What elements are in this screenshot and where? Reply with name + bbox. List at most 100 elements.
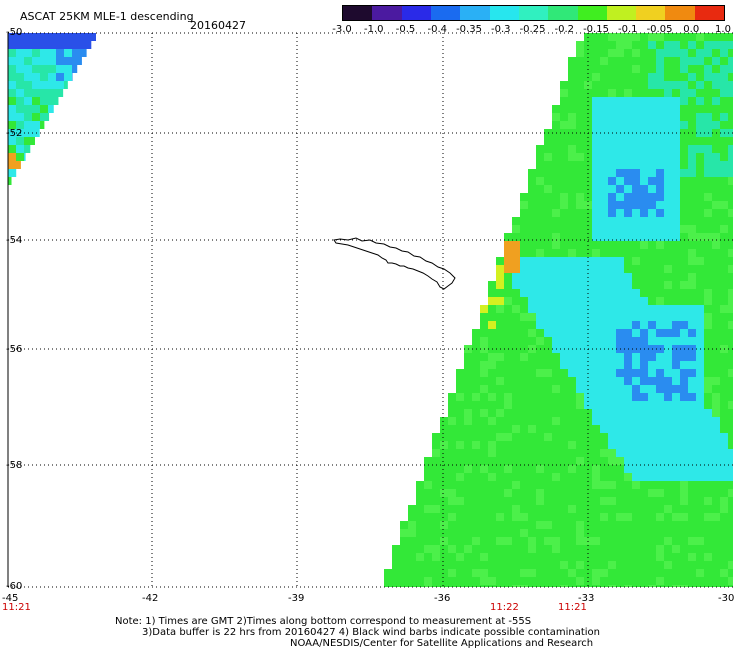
swath-cell [672, 89, 680, 97]
swath-cell [640, 217, 648, 225]
swath-cell [616, 537, 624, 545]
swath-cell [576, 369, 584, 377]
swath-cell [728, 321, 733, 329]
swath-cell [672, 409, 680, 417]
swath-cell [448, 417, 456, 425]
swath-cell [712, 65, 720, 73]
swath-cell [552, 497, 560, 505]
swath-cell [568, 337, 576, 345]
swath-cell [728, 337, 733, 345]
swath-cell [488, 321, 496, 329]
swath-cell [712, 457, 720, 465]
swath-cell [672, 273, 680, 281]
swath-cell [512, 297, 520, 305]
swath-cell [600, 417, 608, 425]
swath-cell [432, 457, 440, 465]
swath-cell [520, 265, 528, 273]
swath-cell [632, 241, 640, 249]
swath-cell [400, 545, 408, 553]
swath-cell [680, 401, 688, 409]
swath-cell [552, 105, 560, 113]
swath-cell [688, 577, 696, 585]
swath-cell [600, 553, 608, 561]
swath-cell [536, 569, 544, 577]
swath-cell [600, 313, 608, 321]
swath-cell [520, 289, 528, 297]
swath-cell [712, 81, 720, 89]
swath-cell [544, 369, 552, 377]
swath-cell [712, 337, 720, 345]
swath-cell [608, 169, 616, 177]
swath-cell [632, 433, 640, 441]
swath-cell [728, 225, 733, 233]
swath-cell [536, 417, 544, 425]
swath-cell [536, 193, 544, 201]
swath-cell [624, 585, 632, 587]
swath-cell [400, 529, 408, 537]
swath-cell [712, 41, 720, 49]
swath-cell [440, 521, 448, 529]
swath-cell [688, 185, 696, 193]
lon-tick-label: -36 [434, 593, 451, 604]
swath-cell [504, 537, 512, 545]
swath-cell [664, 209, 672, 217]
swath-cell [640, 505, 648, 513]
swath-cell [680, 337, 688, 345]
swath-cell [608, 401, 616, 409]
swath-cell [528, 169, 536, 177]
swath-cell [472, 425, 480, 433]
swath-cell [600, 209, 608, 217]
swath-cell [688, 145, 696, 153]
swath-cell [592, 449, 600, 457]
swath-cell [536, 353, 544, 361]
swath-cell [688, 489, 696, 497]
swath-cell [648, 513, 656, 521]
product-title: ASCAT 25KM MLE-1 descending [20, 10, 194, 23]
swath-cell [648, 105, 656, 113]
swath-cell [640, 193, 648, 201]
swath-cell [712, 433, 720, 441]
swath-cell [712, 249, 720, 257]
swath-cell [24, 49, 32, 57]
swath-cell [616, 265, 624, 273]
swath-cell [600, 105, 608, 113]
swath-cell [648, 505, 656, 513]
swath-cell [672, 337, 680, 345]
swath-cell [608, 393, 616, 401]
swath-cell [592, 329, 600, 337]
lon-tick-label: -39 [288, 593, 305, 604]
swath-cell [616, 457, 624, 465]
swath-cell [672, 185, 680, 193]
swath-cell [592, 145, 600, 153]
swath-cell [704, 217, 712, 225]
swath-cell [640, 385, 648, 393]
swath-cell [664, 305, 672, 313]
swath-cell [712, 217, 720, 225]
swath-cell [448, 489, 456, 497]
swath-cell [648, 273, 656, 281]
swath-cell [528, 561, 536, 569]
swath-cell [400, 561, 408, 569]
swath-cell [672, 201, 680, 209]
swath-cell [640, 577, 648, 585]
swath-cell [616, 209, 624, 217]
swath-cell [520, 321, 528, 329]
swath-cell [688, 497, 696, 505]
swath-cell [720, 137, 728, 145]
swath-cell [568, 457, 576, 465]
swath-cell [704, 361, 712, 369]
swath-cell [664, 513, 672, 521]
swath-cell [720, 241, 728, 249]
swath-cell [688, 177, 696, 185]
swath-cell [48, 65, 56, 73]
swath-cell [600, 65, 608, 73]
swath-cell [592, 441, 600, 449]
swath-cell [656, 49, 664, 57]
swath-cell [480, 473, 488, 481]
swath-cell [472, 513, 480, 521]
swath-cell [720, 417, 728, 425]
swath-cell [656, 289, 664, 297]
swath-cell [712, 33, 720, 41]
swath-cell [544, 561, 552, 569]
swath-cell [640, 553, 648, 561]
